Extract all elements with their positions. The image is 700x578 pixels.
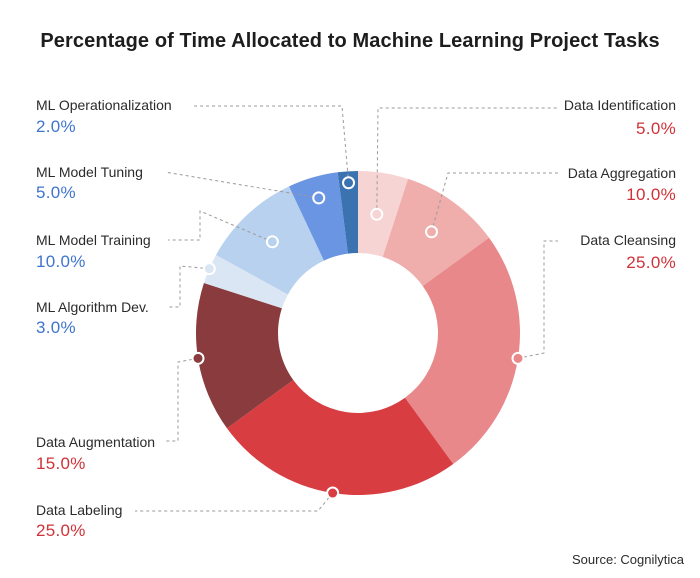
leader-dot-ml-operationalization — [342, 176, 356, 190]
slice-ml-model-tuning — [289, 172, 348, 261]
leader-line-ml-model-tuning — [164, 171, 319, 199]
leader-line-data-labeling — [135, 492, 334, 512]
leader-line-ml-algorithm-dev — [168, 265, 210, 308]
leader-line-data-aggregation — [431, 172, 558, 232]
leader-dot-data-labeling — [326, 486, 340, 500]
leader-line-data-cleansing — [517, 240, 558, 359]
leader-line-data-augmentation — [166, 357, 199, 442]
leader-dots — [191, 176, 525, 500]
slice-ml-operationalization — [337, 171, 358, 254]
leader-dot-data-identification — [370, 207, 384, 221]
label-data-aggregation: Data Aggregation — [567, 165, 676, 181]
slice-data-augmentation — [196, 282, 294, 429]
leader-dot-ml-model-training — [265, 235, 279, 249]
label-data-labeling: Data Labeling — [36, 502, 123, 518]
value-data-augmentation: 15.0% — [36, 454, 86, 473]
value-data-labeling: 25.0% — [36, 521, 86, 540]
label-ml-operationalization: ML Operationalization — [36, 97, 172, 113]
source-note: Source: Cognilytica — [572, 552, 684, 567]
leader-dot-ml-model-tuning — [312, 191, 326, 205]
label-data-augmentation: Data Augmentation — [36, 434, 156, 450]
donut-slices — [196, 171, 520, 496]
value-data-cleansing: 25.0% — [626, 253, 676, 272]
leader-line-ml-operationalization — [194, 105, 350, 183]
value-data-aggregation: 10.0% — [626, 185, 676, 204]
label-data-identification: Data Identification — [563, 97, 676, 113]
label-data-cleansing: Data Cleansing — [580, 232, 676, 248]
value-ml-model-tuning: 5.0% — [36, 183, 76, 202]
leader-dot-data-aggregation — [425, 225, 439, 239]
leader-dot-data-augmentation — [191, 351, 205, 365]
leader-lines — [135, 105, 558, 512]
chart-title: Percentage of Time Allocated to Machine … — [40, 30, 660, 52]
label-ml-model-training: ML Model Training — [36, 232, 151, 248]
value-ml-model-training: 10.0% — [36, 252, 86, 271]
value-data-identification: 5.0% — [636, 119, 676, 138]
leader-dot-data-cleansing — [511, 351, 525, 365]
leader-dot-ml-algorithm-dev — [202, 262, 216, 276]
value-ml-algorithm-dev: 3.0% — [36, 318, 76, 337]
slice-data-labeling — [226, 380, 454, 496]
label-ml-model-tuning: ML Model Tuning — [36, 164, 143, 180]
slice-ml-algorithm-dev — [203, 254, 288, 309]
slice-data-cleansing — [405, 237, 520, 465]
value-ml-operationalization: 2.0% — [36, 117, 76, 136]
label-ml-algorithm-dev: ML Algorithm Dev. — [36, 299, 149, 315]
